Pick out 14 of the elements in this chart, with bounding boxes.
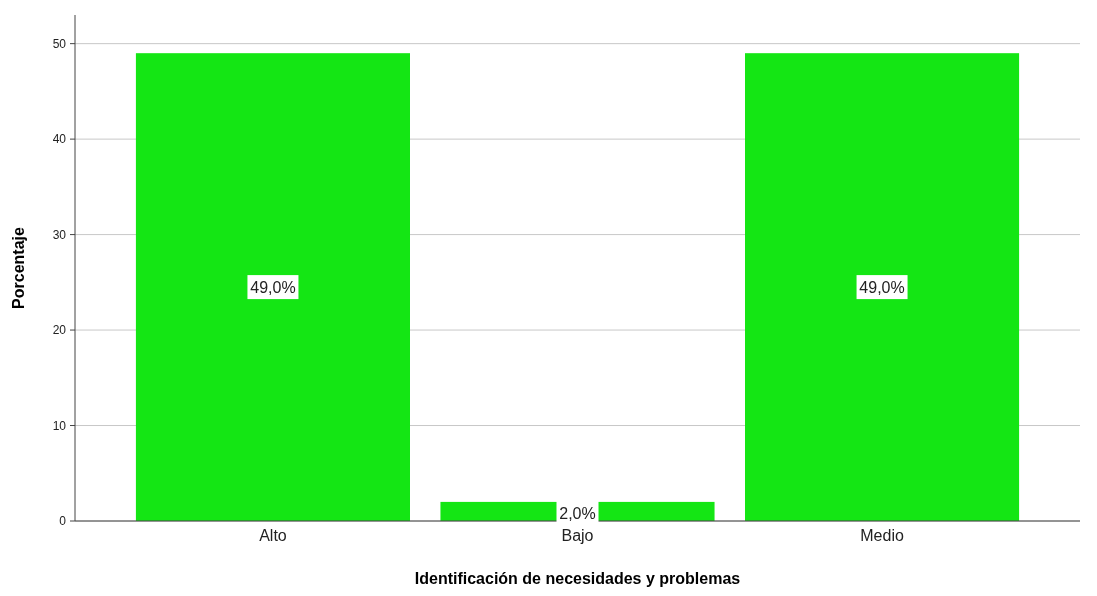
data-label: 2,0% xyxy=(559,504,596,522)
y-tick-label: 40 xyxy=(52,132,67,147)
x-tick-label: Alto xyxy=(259,527,287,544)
x-tick-label: Medio xyxy=(860,527,904,544)
y-tick-label: 0 xyxy=(59,514,67,528)
x-tick-label: Bajo xyxy=(561,527,594,544)
y-axis-title: Porcentaje xyxy=(10,226,27,309)
data-label: 49,0% xyxy=(859,278,905,296)
y-tick-label: 30 xyxy=(52,227,67,242)
x-axis-title: Identificación de necesidades y problemas xyxy=(414,570,741,587)
y-tick-label: 50 xyxy=(52,36,67,51)
y-tick-label: 10 xyxy=(52,418,67,433)
y-tick-label: 20 xyxy=(52,323,67,338)
data-label: 49,0% xyxy=(250,278,296,296)
